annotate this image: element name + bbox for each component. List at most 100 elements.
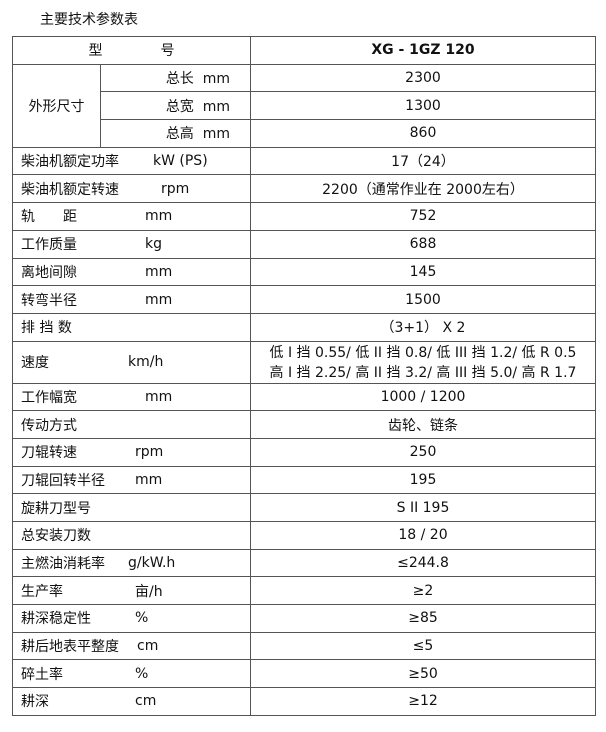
- row-value-text: 2200（通常作业在 2000左右）: [322, 181, 524, 198]
- table-row: 工作质量 kg 688: [12, 229, 596, 259]
- model-label-1: 型: [88, 43, 103, 60]
- row-value-text: S II 195: [396, 499, 450, 516]
- table-row: 总高 mm 860: [13, 119, 596, 148]
- row-label: 碎土率: [21, 666, 63, 683]
- table-row: 转弯半径 mm 1500: [12, 285, 596, 314]
- row-label: 旋耕刀型号: [21, 500, 91, 517]
- row-label: 主燃油消耗率: [21, 556, 105, 573]
- row-label-cell: 轨 距 mm: [12, 202, 251, 231]
- row-label-cell: 主燃油消耗率 g/kW.h: [12, 548, 251, 578]
- model-value: XG - 1GZ 120: [250, 36, 596, 65]
- row-value: 2300: [250, 63, 596, 93]
- row-label-cell: 总安装刀数: [12, 521, 251, 550]
- row-value: 250: [250, 437, 596, 467]
- row-label: 转弯半径: [21, 292, 77, 309]
- row-unit: mm: [135, 471, 163, 488]
- table-row: 耕深 cm ≥12: [12, 687, 596, 716]
- table-row: 刀辊转速 rpm 250: [12, 437, 596, 467]
- table-row: 主燃油消耗率 g/kW.h ≤244.8: [12, 548, 596, 578]
- row-value-text: ≥2: [412, 582, 434, 599]
- row-value: ≥50: [250, 659, 596, 689]
- table-row: 刀辊回转半径 mm 195: [12, 465, 596, 495]
- table-row: 总安装刀数 18 / 20: [12, 521, 596, 550]
- row-label-cell: 耕深 cm: [12, 687, 251, 716]
- row-value-text: 752: [409, 208, 437, 225]
- row-unit: rpm: [161, 180, 190, 197]
- row-value-text: 688: [409, 236, 437, 253]
- row-label-cell: 刀辊转速 rpm: [12, 437, 251, 467]
- table-row: 传动方式 齿轮、链条: [12, 410, 596, 439]
- row-value: 齿轮、链条: [250, 410, 596, 439]
- table-row: 耕深稳定性% ≥85: [12, 604, 596, 633]
- row-unit: cm: [135, 693, 157, 710]
- row-value: ≤244.8: [250, 548, 596, 578]
- row-value-text: 1500: [405, 291, 441, 308]
- row-unit: kW (PS): [153, 153, 208, 170]
- table-row: 排 挡 数 （3+1） X 2: [12, 312, 596, 342]
- row-unit: mm: [145, 208, 173, 225]
- row-label-cell: 工作质量 kg: [12, 229, 251, 259]
- row-value: 752: [250, 202, 596, 231]
- row-value: S II 195: [250, 493, 596, 522]
- table-row: 离地间隙 mm 145: [12, 257, 596, 287]
- row-label-cell: 耕后地表平整度 cm: [12, 631, 251, 661]
- row-label-cell: 柴油机额定转速 rpm: [12, 174, 251, 204]
- model-label: 型号: [12, 36, 251, 65]
- row-value-text: 195: [409, 471, 437, 488]
- row-label: 耕深稳定性: [21, 611, 91, 628]
- row-label: 生产率: [21, 583, 63, 600]
- row-label: 排 挡 数: [21, 320, 72, 337]
- row-label: 总宽 mm: [100, 91, 251, 121]
- row-value-text: ≥12: [408, 693, 438, 710]
- spec-table: 型号 XG - 1GZ 120 外形尺寸 总长 mm 2300 总宽 mm 13…: [12, 36, 596, 716]
- row-label: 工作幅宽: [21, 389, 77, 406]
- row-label-cell: 刀辊回转半径 mm: [12, 465, 251, 495]
- row-value-text: ≥50: [408, 665, 438, 682]
- row-label: 柴油机额定转速: [21, 181, 119, 198]
- row-unit: %: [135, 665, 149, 682]
- row-value-text: ≤244.8: [397, 555, 449, 572]
- row-label-cell: 柴油机额定功率 kW (PS): [12, 146, 251, 176]
- table-row: 外形尺寸 总长 mm 2300: [12, 63, 596, 148]
- row-label: 刀辊转速: [21, 445, 77, 462]
- table-row: 耕后地表平整度 cm ≤5: [12, 631, 596, 661]
- row-label-cell: 转弯半径 mm: [12, 285, 251, 314]
- row-label: 耕深: [21, 694, 49, 711]
- row-label-cell: 传动方式: [12, 410, 251, 439]
- table-row: 轨 距 mm 752: [12, 202, 596, 231]
- table-row: 总宽 mm 1300: [13, 91, 596, 121]
- dimensions-group-label: 外形尺寸: [12, 63, 101, 148]
- header-row: 型号 XG - 1GZ 120: [12, 36, 596, 65]
- row-unit: rpm: [135, 444, 164, 461]
- table-row: 生产率 亩/h ≥2: [12, 576, 596, 606]
- row-label: 传动方式: [21, 417, 77, 434]
- row-value-text: （3+1） X 2: [380, 320, 466, 337]
- table-row: 碎土率% ≥50: [12, 659, 596, 689]
- row-value-text: 齿轮、链条: [388, 417, 458, 434]
- row-label-cell: 生产率 亩/h: [12, 576, 251, 606]
- row-label: 轨 距: [21, 209, 77, 226]
- table-row: 工作幅宽 mm 1000 / 1200: [12, 382, 596, 412]
- row-label: 总安装刀数: [21, 528, 91, 545]
- table-title: 主要技术参数表: [40, 12, 138, 28]
- row-unit: kg: [145, 236, 162, 253]
- row-unit: mm: [145, 388, 173, 405]
- row-value-text: 250: [409, 444, 437, 461]
- table-row: 柴油机额定功率 kW (PS) 17（24）: [12, 146, 596, 176]
- row-label-cell: 工作幅宽 mm: [12, 382, 251, 412]
- row-value: 1300: [250, 91, 596, 121]
- table-row: 柴油机额定转速 rpm 2200（通常作业在 2000左右）: [12, 174, 596, 204]
- row-value: ≤5: [250, 631, 596, 661]
- row-unit: %: [135, 610, 149, 627]
- row-value: ≥2: [250, 576, 596, 606]
- row-value: 860: [250, 119, 596, 148]
- row-label-cell: 耕深稳定性%: [12, 604, 251, 633]
- row-label: 耕后地表平整度: [21, 639, 119, 656]
- row-value: （3+1） X 2: [250, 312, 596, 342]
- row-value: ≥12: [250, 687, 596, 716]
- row-value-text: 低 I 挡 0.55/ 低 II 挡 0.8/ 低 III 挡 1.2/ 低 R…: [269, 345, 577, 362]
- table-row: 旋耕刀型号 S II 195: [12, 493, 596, 522]
- row-value: 688: [250, 229, 596, 259]
- row-label: 离地间隙: [21, 264, 77, 281]
- row-unit: mm: [145, 291, 173, 308]
